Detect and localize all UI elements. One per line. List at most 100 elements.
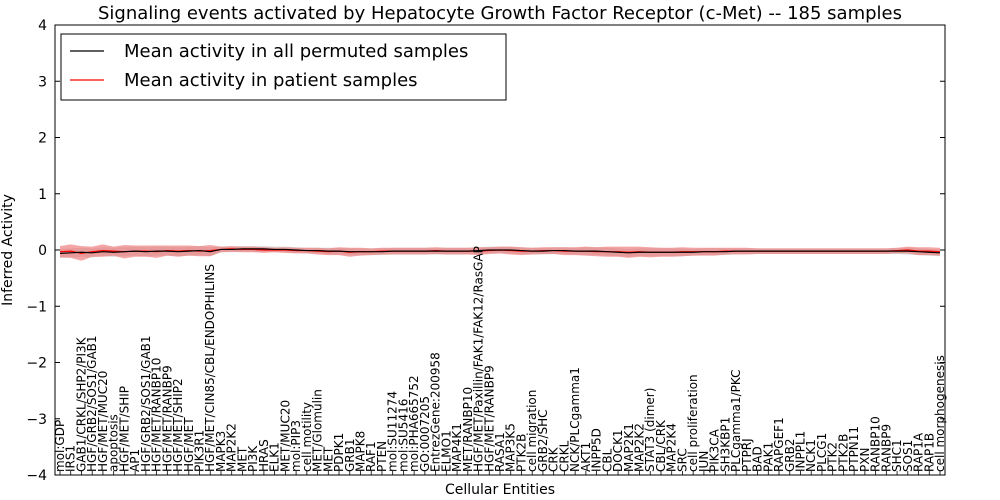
x-tick-label: MET/Glomulin — [311, 389, 325, 472]
x-tick-label: JUN — [697, 451, 711, 473]
x-tick-label: HRAS — [257, 439, 271, 472]
x-tick-label: mol:SU5416 — [396, 399, 410, 472]
x-tick-label: HGF/MET/RANBP9 — [482, 365, 496, 472]
x-tick-label: MAP3K5 — [504, 423, 518, 472]
x-tick-label: mol:SU11274 — [386, 391, 400, 472]
y-tick-label: 4 — [38, 18, 47, 34]
x-tick-label: GAB1/CRKL/SHP2/PI3K — [74, 336, 88, 472]
x-tick-label: apoptosis — [107, 414, 121, 472]
y-tick-label: −4 — [26, 468, 47, 484]
patient-band — [60, 244, 940, 261]
x-tick-label: ELK1 — [268, 442, 282, 472]
x-tick-label: GRB2 — [783, 438, 797, 472]
x-tick-label: NCK1 — [804, 439, 818, 472]
x-tick-label: MAP2K1 — [622, 423, 636, 472]
x-tick-label: RAP1A — [912, 432, 926, 472]
x-tick-label: cell migration — [525, 390, 539, 472]
x-tick-label: BAD — [751, 446, 765, 472]
x-tick-label: SOS1 — [901, 440, 915, 472]
x-tick-label: PAK1 — [761, 442, 775, 472]
x-tick-label: cell proliferation — [686, 374, 700, 472]
x-tick-label: CRK — [547, 446, 561, 472]
x-tick-label: mol:PHA665752 — [407, 375, 421, 472]
x-tick-label: RASA1 — [493, 432, 507, 472]
x-tick-label: STAT3 (dimer) — [643, 388, 657, 472]
x-tick-label: HGF/MET/SHIP — [117, 386, 131, 472]
legend: Mean activity in all permuted samples Me… — [60, 33, 507, 101]
x-tick-label: PTK2 — [826, 442, 840, 472]
x-tick-label: CRKL — [557, 440, 571, 472]
permuted-line — [59, 248, 941, 254]
x-tick-label: AP1 — [128, 449, 142, 472]
x-tick-label: GO:0007205 — [418, 396, 432, 472]
x-tick-label: cell motility — [300, 402, 314, 472]
x-tick-label: PXN — [858, 448, 872, 472]
x-tick-label: PTPN11 — [847, 426, 861, 472]
x-tick-label: NCK/PLCgamma1 — [568, 367, 582, 472]
x-tick-label: HGF/MET — [182, 417, 196, 472]
x-tick-label: mol:GDP — [53, 420, 67, 472]
x-tick-label: PTPRJ — [740, 438, 754, 472]
y-tick-label: −2 — [26, 356, 47, 372]
x-tick-label: PIK3R1 — [193, 430, 207, 472]
y-tick-label: −1 — [26, 299, 47, 315]
x-tick-label: PI3K — [246, 445, 260, 472]
x-tick-label: GRB2/SHC — [536, 409, 550, 472]
x-tick-label: DOCK1 — [611, 429, 625, 472]
confidence-bands — [60, 244, 940, 261]
x-tick-label: PTEN — [375, 441, 389, 472]
x-tick-label: RAPGEF1 — [772, 417, 786, 472]
x-tick-label: ELMO1 — [439, 430, 453, 472]
x-tick-label: HGF/MET/SHIP2 — [171, 378, 185, 472]
y-axis-ticks: −4 −3 −2 −1 0 1 2 3 4 — [26, 18, 945, 484]
x-tick-labels: mol:GDPIRS1GAB1/CRKL/SHP2/PI3KHGF/GRB2/S… — [53, 246, 947, 475]
y-tick-label: 0 — [38, 243, 47, 259]
x-tick-label: MET — [235, 446, 249, 472]
x-tick-label: RAF1 — [364, 441, 378, 472]
x-tick-label: HGF/MET/RANBP9 — [160, 365, 174, 472]
x-tick-label: MET — [321, 446, 335, 472]
x-tick-label: MAPK3 — [214, 431, 228, 472]
x-tick-label: MAP2K4 — [665, 423, 679, 472]
x-tick-label: IRS1 — [64, 445, 78, 472]
x-tick-label: PTK2B — [514, 434, 528, 472]
x-tick-label: MAP2K2 — [633, 423, 647, 472]
x-tick-label: MET/RANBP10 — [461, 387, 475, 472]
x-tick-label: EntrezGene:200958 — [429, 352, 443, 472]
x-tick-label: INPPL1 — [793, 431, 807, 472]
legend-box — [60, 33, 507, 101]
x-tick-label: PLCG1 — [815, 433, 829, 472]
y-tick-label: 1 — [38, 187, 47, 203]
x-tick-label: PTK2B — [836, 434, 850, 472]
x-tick-label: PLCgamma1/PKC — [729, 369, 743, 472]
chart-title: Signaling events activated by Hepatocyte… — [98, 3, 902, 24]
x-tick-label: MET/MUC20 — [278, 400, 292, 472]
y-tick-label: 2 — [38, 131, 47, 147]
x-tick-label: cell morphogenesis — [933, 355, 947, 472]
x-axis-label: Cellular Entities — [445, 482, 555, 498]
x-tick-label: SHC1 — [890, 439, 904, 472]
x-tick-label: PIK3CA — [708, 428, 722, 472]
x-tick-label: MAP4K1 — [450, 423, 464, 472]
x-tick-label: GRB1 — [343, 438, 357, 472]
x-tick-label: MAP2K2 — [225, 423, 239, 472]
legend-label-permuted: Mean activity in all permuted samples — [124, 41, 468, 62]
x-tick-label: MAPK8 — [353, 431, 367, 472]
x-tick-label: SH3KBP1 — [718, 417, 732, 472]
x-tick-label: RANBP9 — [879, 424, 893, 472]
series-lines — [59, 248, 941, 254]
x-tick-label: HGF/MET/RANBP10 — [150, 358, 164, 472]
x-tick-label: HGF/MET/Paxillin/FAK1/FAK12/RasGAP — [472, 246, 486, 472]
x-tick-label: PDPK1 — [332, 433, 346, 472]
x-tick-label: HGF/GRB2/SOS1/GAB1 — [139, 335, 153, 472]
x-tick-label: RAP1B — [922, 433, 936, 472]
y-tick-label: 3 — [38, 74, 47, 90]
x-tick-label: HGF/MET/CIN85/CBL/ENDOPHILINS — [203, 264, 217, 472]
x-tick-label: RANBP10 — [869, 416, 883, 472]
x-tick-label: CBL — [600, 448, 614, 472]
x-tick-label: SRC — [675, 448, 689, 472]
x-tick-label: HGF/GRB2/SOS1/GAB1 — [85, 335, 99, 472]
x-tick-label: INPP5D — [590, 428, 604, 472]
y-axis-label: Inferred Activity — [0, 194, 16, 306]
